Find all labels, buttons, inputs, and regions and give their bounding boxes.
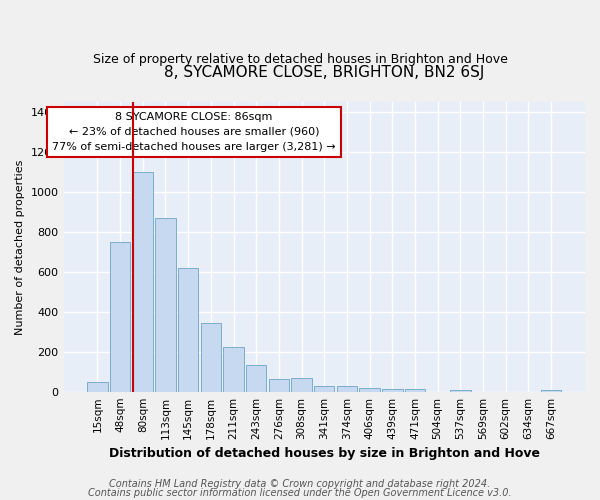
Bar [292, 378, 312, 392]
Bar [133, 172, 153, 392]
Text: Contains public sector information licensed under the Open Government Licence v3: Contains public sector information licen… [88, 488, 512, 498]
Bar [359, 388, 380, 392]
Text: 8 SYCAMORE CLOSE: 86sqm
← 23% of detached houses are smaller (960)
77% of semi-d: 8 SYCAMORE CLOSE: 86sqm ← 23% of detache… [52, 112, 336, 152]
Bar [269, 379, 289, 392]
Y-axis label: Number of detached properties: Number of detached properties [15, 159, 25, 334]
Bar [246, 365, 266, 392]
Text: Size of property relative to detached houses in Brighton and Hove: Size of property relative to detached ho… [92, 52, 508, 66]
Bar [155, 218, 176, 392]
X-axis label: Distribution of detached houses by size in Brighton and Hove: Distribution of detached houses by size … [109, 447, 540, 460]
Bar [382, 388, 403, 392]
Bar [200, 323, 221, 392]
Bar [541, 390, 561, 392]
Title: 8, SYCAMORE CLOSE, BRIGHTON, BN2 6SJ: 8, SYCAMORE CLOSE, BRIGHTON, BN2 6SJ [164, 65, 484, 80]
Bar [110, 242, 130, 392]
Bar [450, 390, 470, 392]
Bar [87, 382, 107, 392]
Bar [405, 389, 425, 392]
Bar [337, 386, 357, 392]
Bar [178, 268, 199, 392]
Text: Contains HM Land Registry data © Crown copyright and database right 2024.: Contains HM Land Registry data © Crown c… [109, 479, 491, 489]
Bar [314, 386, 334, 392]
Bar [223, 346, 244, 392]
